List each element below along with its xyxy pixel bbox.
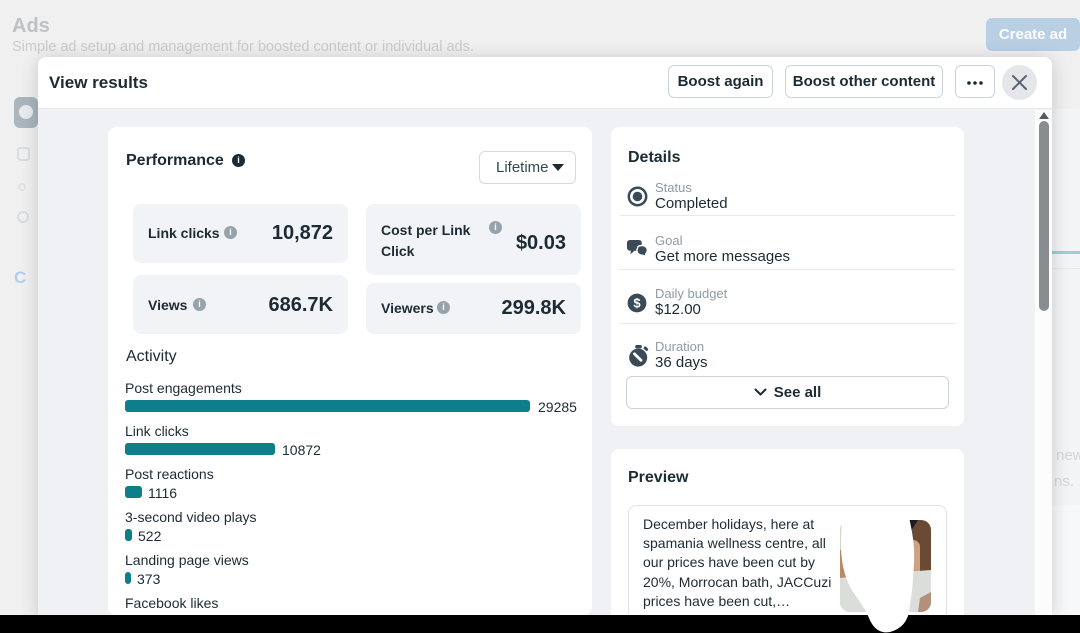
svg-text:$: $ <box>633 296 641 311</box>
